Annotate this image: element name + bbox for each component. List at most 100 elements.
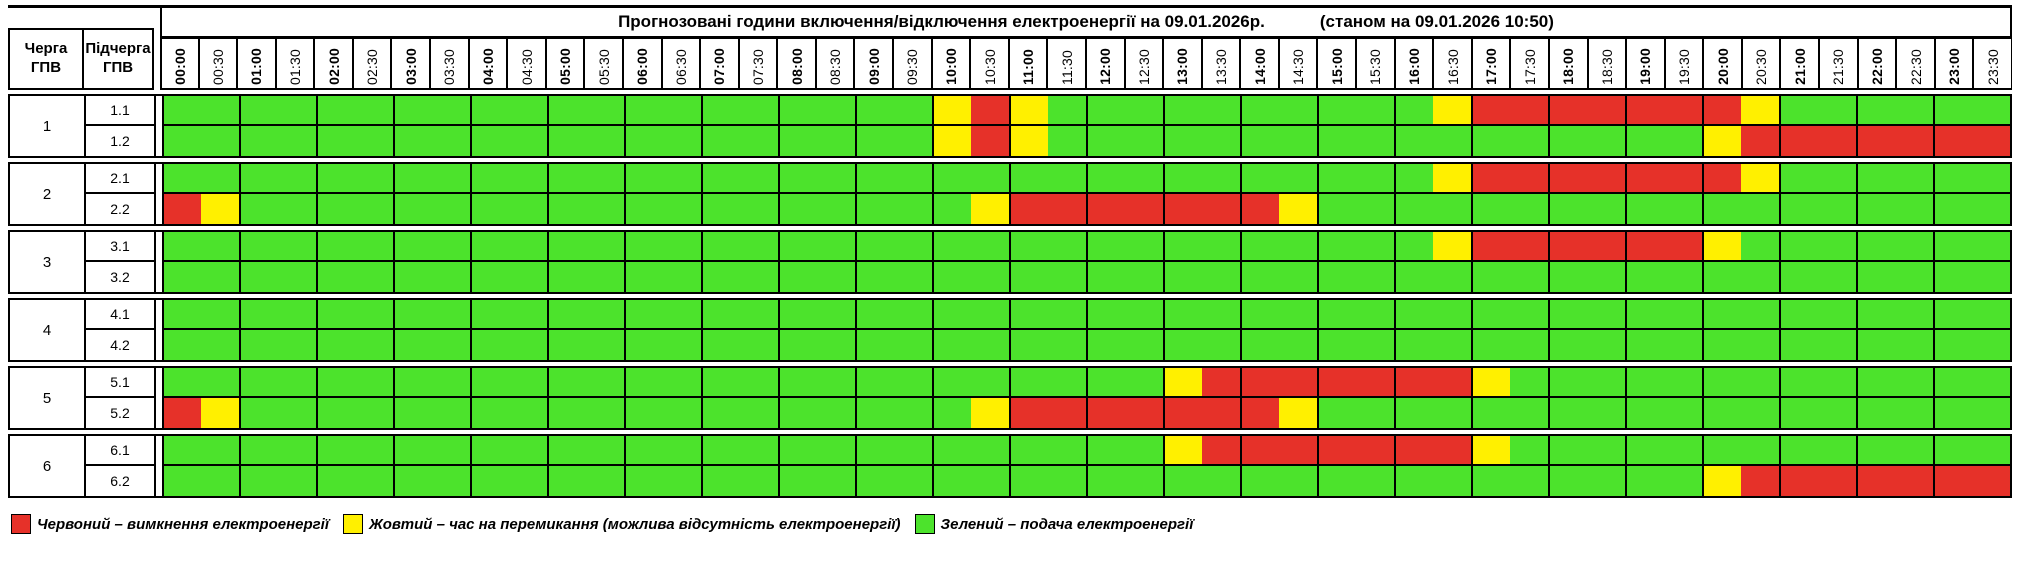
slot-cell xyxy=(316,262,355,292)
slot-cell xyxy=(1394,262,1433,292)
slot-cell xyxy=(816,330,855,360)
time-header-cell: 12:30 xyxy=(1124,38,1164,90)
slot-cell xyxy=(701,368,740,398)
time-header-cell: 13:00 xyxy=(1163,38,1202,90)
slot-cell xyxy=(316,126,355,156)
time-label: 16:30 xyxy=(1444,48,1461,85)
slot-cell xyxy=(393,126,432,156)
slot-cell xyxy=(354,232,393,262)
slot-cell xyxy=(585,436,624,466)
time-header-cell: 17:00 xyxy=(1471,38,1511,90)
slot-cell xyxy=(316,368,355,398)
slot-cell xyxy=(162,126,201,156)
time-header-cell: 02:00 xyxy=(314,38,353,90)
slot-cell xyxy=(1355,398,1394,428)
slot-cell xyxy=(701,164,740,194)
slot-cell xyxy=(1740,96,1779,126)
slot-cell xyxy=(893,126,932,156)
slot-cell xyxy=(1047,368,1086,398)
time-header-cell: 01:00 xyxy=(237,38,276,90)
slot-cell xyxy=(1548,368,1587,398)
slot-cell xyxy=(1086,164,1125,194)
slot-cell xyxy=(1009,164,1048,194)
slot-cell xyxy=(1432,436,1471,466)
slot-cell xyxy=(162,194,201,224)
slot-cell xyxy=(893,436,932,466)
slot-cell xyxy=(1240,300,1279,330)
slot-cell xyxy=(200,96,239,126)
time-label: 19:30 xyxy=(1676,48,1693,85)
slot-cell xyxy=(778,466,817,496)
queue-number-cell: 6 xyxy=(10,436,86,496)
slot-cell xyxy=(1817,194,1856,224)
slot-cell xyxy=(1548,232,1587,262)
slot-cell xyxy=(200,368,239,398)
slot-cell xyxy=(1471,466,1510,496)
slot-cell xyxy=(701,330,740,360)
slot-cell xyxy=(1856,96,1895,126)
slot-cell xyxy=(1124,466,1163,496)
slot-cell xyxy=(970,436,1009,466)
time-header-cell: 16:30 xyxy=(1433,38,1472,90)
slot-cell xyxy=(1856,466,1895,496)
slot-cell xyxy=(624,398,663,428)
slot-cell xyxy=(431,194,470,224)
slot-cell xyxy=(739,194,778,224)
slot-cell xyxy=(662,300,701,330)
slot-cell xyxy=(277,368,316,398)
slot-cell xyxy=(1894,398,1933,428)
slot-cell xyxy=(200,232,239,262)
slot-cell xyxy=(354,466,393,496)
slot-cell xyxy=(470,330,509,360)
slot-cell xyxy=(1894,96,1933,126)
slot-cell xyxy=(1047,300,1086,330)
time-label: 02:30 xyxy=(364,48,381,85)
time-header-cell: 20:00 xyxy=(1703,38,1742,90)
slot-cell xyxy=(1124,436,1163,466)
time-header-cell: 16:00 xyxy=(1394,38,1434,90)
slot-cell xyxy=(1702,436,1741,466)
slot-cell xyxy=(1625,330,1664,360)
slot-cell xyxy=(393,232,432,262)
slot-cell xyxy=(816,194,855,224)
queue-group: 4 4.1 4.2 xyxy=(8,298,2012,362)
time-label: 01:30 xyxy=(287,48,304,85)
queue-group: 5 5.1 5.2 xyxy=(8,366,2012,430)
slot-cell xyxy=(393,96,432,126)
slot-cell xyxy=(1548,96,1587,126)
slot-cell xyxy=(1625,398,1664,428)
time-header-cell: 05:00 xyxy=(545,38,585,90)
slot-cell xyxy=(1702,262,1741,292)
slot-cell xyxy=(1856,398,1895,428)
slot-cell xyxy=(1779,368,1818,398)
slot-cell xyxy=(585,330,624,360)
slot-cell xyxy=(1740,126,1779,156)
slot-cell xyxy=(1317,232,1356,262)
slot-cell xyxy=(816,232,855,262)
slot-cell xyxy=(200,194,239,224)
slot-cell xyxy=(1971,164,2010,194)
slot-cell xyxy=(1856,300,1895,330)
slot-cell xyxy=(1971,330,2010,360)
slot-cell xyxy=(855,368,894,398)
slot-cell xyxy=(893,368,932,398)
slot-cell xyxy=(508,194,547,224)
slot-cell xyxy=(1586,194,1625,224)
subqueue-label-cell: 3.1 xyxy=(86,232,156,262)
slot-cell xyxy=(1663,398,1702,428)
time-label: 07:00 xyxy=(711,48,728,85)
slot-cell xyxy=(1163,368,1202,398)
slot-cell xyxy=(1009,330,1048,360)
slot-cell xyxy=(970,398,1009,428)
slot-cell xyxy=(585,262,624,292)
time-label: 04:00 xyxy=(479,48,496,85)
time-header-cell: 13:30 xyxy=(1201,38,1241,90)
slot-cell xyxy=(1856,262,1895,292)
subqueue-label-cell: 2.1 xyxy=(86,164,156,194)
slot-cell xyxy=(1047,194,1086,224)
time-label: 16:00 xyxy=(1405,48,1422,85)
slot-cell xyxy=(970,466,1009,496)
slot-cell xyxy=(1124,232,1163,262)
slot-cell xyxy=(1817,368,1856,398)
slot-cell xyxy=(932,368,971,398)
